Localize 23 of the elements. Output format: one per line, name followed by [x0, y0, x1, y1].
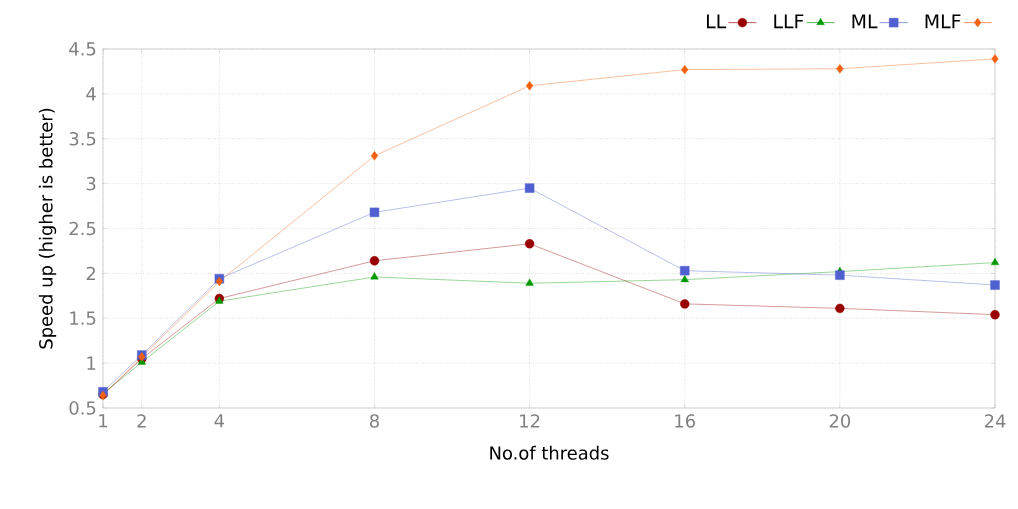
y-tick-label: 0.5	[69, 401, 96, 415]
y-tick-label: 1.5	[70, 311, 96, 325]
x-axis-title: No.of threads	[490, 445, 609, 460]
legend-label: LLF	[774, 14, 804, 29]
y-tick-label: 4	[86, 87, 96, 101]
y-axis-title: Speed up (higher is better)	[38, 108, 57, 349]
x-tick-label: 1	[99, 414, 108, 428]
legend-label: LL	[707, 14, 727, 29]
x-tick-label: 4	[214, 414, 225, 428]
y-tick-label: 1	[87, 356, 96, 370]
legend-label: ML	[852, 14, 878, 29]
x-tick-label: 8	[369, 414, 379, 428]
x-tick-label: 24	[984, 414, 1006, 428]
y-tick-label: 3.5	[69, 131, 96, 146]
x-tick-label: 20	[829, 414, 851, 428]
y-tick-label: 2.5	[69, 221, 96, 236]
y-tick-label: 4.5	[69, 42, 96, 56]
y-tick-label: 3	[86, 176, 96, 191]
x-tick-label: 16	[675, 414, 696, 428]
legend-label: MLF	[925, 14, 961, 29]
x-tick-label: 2	[137, 414, 146, 428]
y-tick-label: 2	[86, 266, 96, 281]
x-tick-label: 12	[520, 414, 540, 428]
